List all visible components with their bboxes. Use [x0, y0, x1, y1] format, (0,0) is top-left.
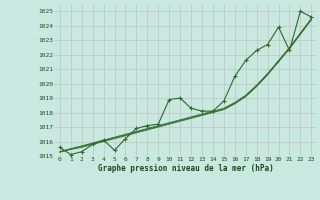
X-axis label: Graphe pression niveau de la mer (hPa): Graphe pression niveau de la mer (hPa): [98, 164, 274, 173]
